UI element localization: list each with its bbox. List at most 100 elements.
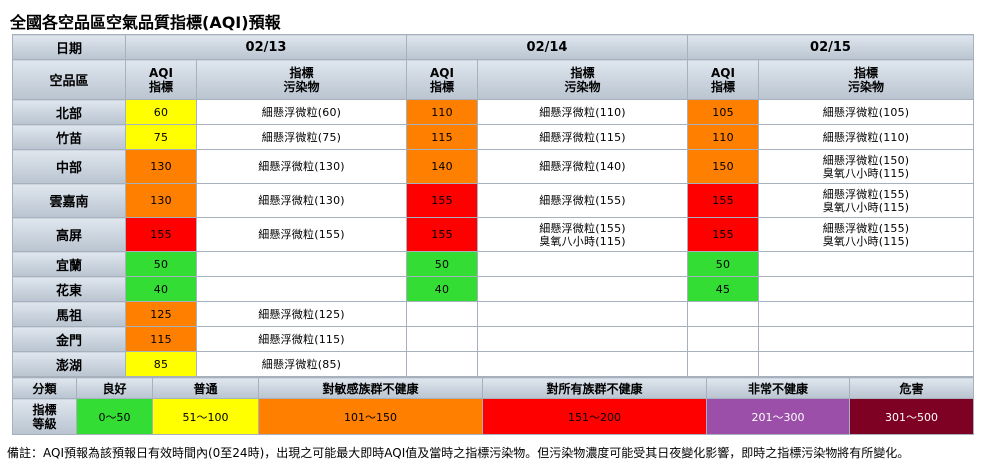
aqi-value-cell: 105 [687,99,759,125]
region-row: 澎湖 85 細懸浮微粒(85) [12,351,974,377]
pollutant-cell [758,301,974,327]
pollutant-text: 細懸浮微粒(110) [539,105,626,119]
date-header-row: 日期 02/13 02/14 02/15 [12,34,974,60]
pollutant-cell: 細懸浮微粒(155) [196,217,407,252]
pollutant-text: 細懸浮微粒(85) [261,357,342,371]
forecast-body: 北部 60 細懸浮微粒(60) 110 細懸浮微粒(110) 105 細懸浮微粒(105) 竹… [12,99,974,377]
legend-range-hazardous: 301～500 [849,398,974,435]
region-name: 高屏 [12,217,126,252]
aqi-value-cell: 140 [406,149,478,184]
pollutant-header-line2: 污染物 [847,79,884,94]
region-name: 竹苗 [12,124,126,150]
aqi-legend-table: 分類 良好 普通 對敏感族群不健康 對所有族群不健康 非常不健康 危害 指標 等級… [12,377,974,435]
page-title: 全國各空品區空氣品質指標(AQI)預報 [10,13,281,32]
aqi-value-cell: 125 [125,301,197,327]
pollutant-text: 細懸浮微粒(130) [258,160,345,173]
aqi-column-header: AQI 指標 [406,59,478,100]
aqi-header-line2: 指標 [710,79,735,94]
pollutant-cell: 細懸浮微粒(130) [196,149,407,184]
pollutant-header-line1: 指標 [289,65,314,80]
aqi-forecast-table: 日期 02/13 02/14 02/15 空品區 AQI 指標 指標 污染物 AQI… [12,34,974,377]
legend-range-row: 指標 等級 0～50 51～100 101～150 151～200 201～300… [12,398,974,435]
pollutant-text: 細懸浮微粒(115) [258,332,345,346]
pollutant-cell [477,326,688,352]
aqi-value-cell: 50 [125,251,197,277]
region-row: 馬祖 125 細懸浮微粒(125) [12,301,974,327]
pollutant-cell [758,276,974,302]
aqi-value-cell: 85 [125,351,197,377]
pollutant-cell: 細懸浮微粒(155) [477,183,688,218]
legend-range-usg: 101～150 [258,398,483,435]
legend-category-hazardous: 危害 [849,377,974,399]
pollutant-text: 細懸浮微粒(110) [822,130,910,144]
aqi-value-cell: 155 [406,217,478,252]
aqi-value-cell: 50 [687,251,759,277]
pollutant-cell [196,276,407,302]
pollutant-cell: 細懸浮微粒(75) [196,124,407,150]
pollutant-column-header: 指標 污染物 [196,59,407,100]
region-name: 中部 [12,149,126,184]
legend-category-row: 分類 良好 普通 對敏感族群不健康 對所有族群不健康 非常不健康 危害 [12,377,974,399]
aqi-value-cell: 115 [125,326,197,352]
aqi-value-cell: 155 [406,183,478,218]
pollutant-cell: 細懸浮微粒(115) [196,326,407,352]
aqi-header-line1: AQI [430,65,454,80]
legend-index-label: 指標 等級 [12,398,77,435]
legend-category-unhealthy: 對所有族群不健康 [482,377,707,399]
pollutant-text: 細懸浮微粒(150) [822,153,910,167]
aqi-value-cell [687,351,759,377]
pollutant-text: 細懸浮微粒(140) [539,160,626,173]
legend-category-usg: 對敏感族群不健康 [258,377,483,399]
region-name: 馬祖 [12,301,126,327]
pollutant-cell [758,351,974,377]
pollutant-header-line1: 指標 [570,65,595,80]
pollutant-cell: 細懸浮微粒(155) 臭氧八小時(115) [477,217,688,252]
region-name: 雲嘉南 [12,183,126,218]
date-header-day2: 02/14 [406,34,688,60]
pollutant-text: 臭氧八小時(115) [822,166,910,180]
pollutant-text: 細懸浮微粒(75) [261,130,342,144]
pollutant-column-header: 指標 污染物 [477,59,688,100]
region-column-header: 空品區 [12,59,126,100]
region-row: 高屏 155 細懸浮微粒(155) 155 細懸浮微粒(155) 臭氧八小時(115) 15… [12,217,974,252]
aqi-value-cell [687,301,759,327]
pollutant-text: 細懸浮微粒(155) [258,228,345,241]
pollutant-cell: 細懸浮微粒(110) [477,99,688,125]
aqi-value-cell: 155 [687,217,759,252]
region-row: 金門 115 細懸浮微粒(115) [12,326,974,352]
aqi-value-cell: 75 [125,124,197,150]
region-row: 花東 40 40 45 [12,276,974,302]
region-name: 北部 [12,99,126,125]
pollutant-text: 細懸浮微粒(60) [261,105,342,119]
region-row: 北部 60 細懸浮微粒(60) 110 細懸浮微粒(110) 105 細懸浮微粒(105) [12,99,974,125]
pollutant-cell: 細懸浮微粒(60) [196,99,407,125]
legend-range-very-unhealthy: 201～300 [706,398,850,435]
pollutant-text: 細懸浮微粒(115) [539,130,626,144]
region-row: 雲嘉南 130 細懸浮微粒(130) 155 細懸浮微粒(155) 155 細懸浮微粒(15… [12,183,974,218]
aqi-value-cell [406,301,478,327]
aqi-value-cell [406,351,478,377]
pollutant-cell [477,276,688,302]
aqi-value-cell: 130 [125,183,197,218]
aqi-value-cell: 110 [687,124,759,150]
aqi-value-cell: 115 [406,124,478,150]
pollutant-text: 臭氧八小時(115) [539,234,626,248]
aqi-value-cell: 45 [687,276,759,302]
pollutant-cell: 細懸浮微粒(155) 臭氧八小時(115) [758,217,974,252]
aqi-value-cell: 150 [687,149,759,184]
region-name: 宜蘭 [12,251,126,277]
pollutant-text: 細懸浮微粒(105) [822,105,910,119]
aqi-column-header: AQI 指標 [687,59,759,100]
pollutant-column-header: 指標 污染物 [758,59,974,100]
legend-category-good: 良好 [76,377,153,399]
footnote: 備註：AQI預報為該預報日有效時間內(0至24時)，出現之可能最大即時AQI值及… [7,446,910,460]
pollutant-cell [477,251,688,277]
aqi-value-cell: 110 [406,99,478,125]
column-header-row: 空品區 AQI 指標 指標 污染物 AQI 指標 指標 污染物 AQI 指標 指標 污染物 [12,59,974,100]
pollutant-text: 細懸浮微粒(155) [822,221,910,235]
legend-index-line1: 指標 [32,402,57,417]
legend-category-very-unhealthy: 非常不健康 [706,377,850,399]
pollutant-text: 細懸浮微粒(155) [822,187,910,201]
pollutant-text: 臭氧八小時(115) [822,234,910,248]
legend-range-unhealthy: 151～200 [482,398,707,435]
